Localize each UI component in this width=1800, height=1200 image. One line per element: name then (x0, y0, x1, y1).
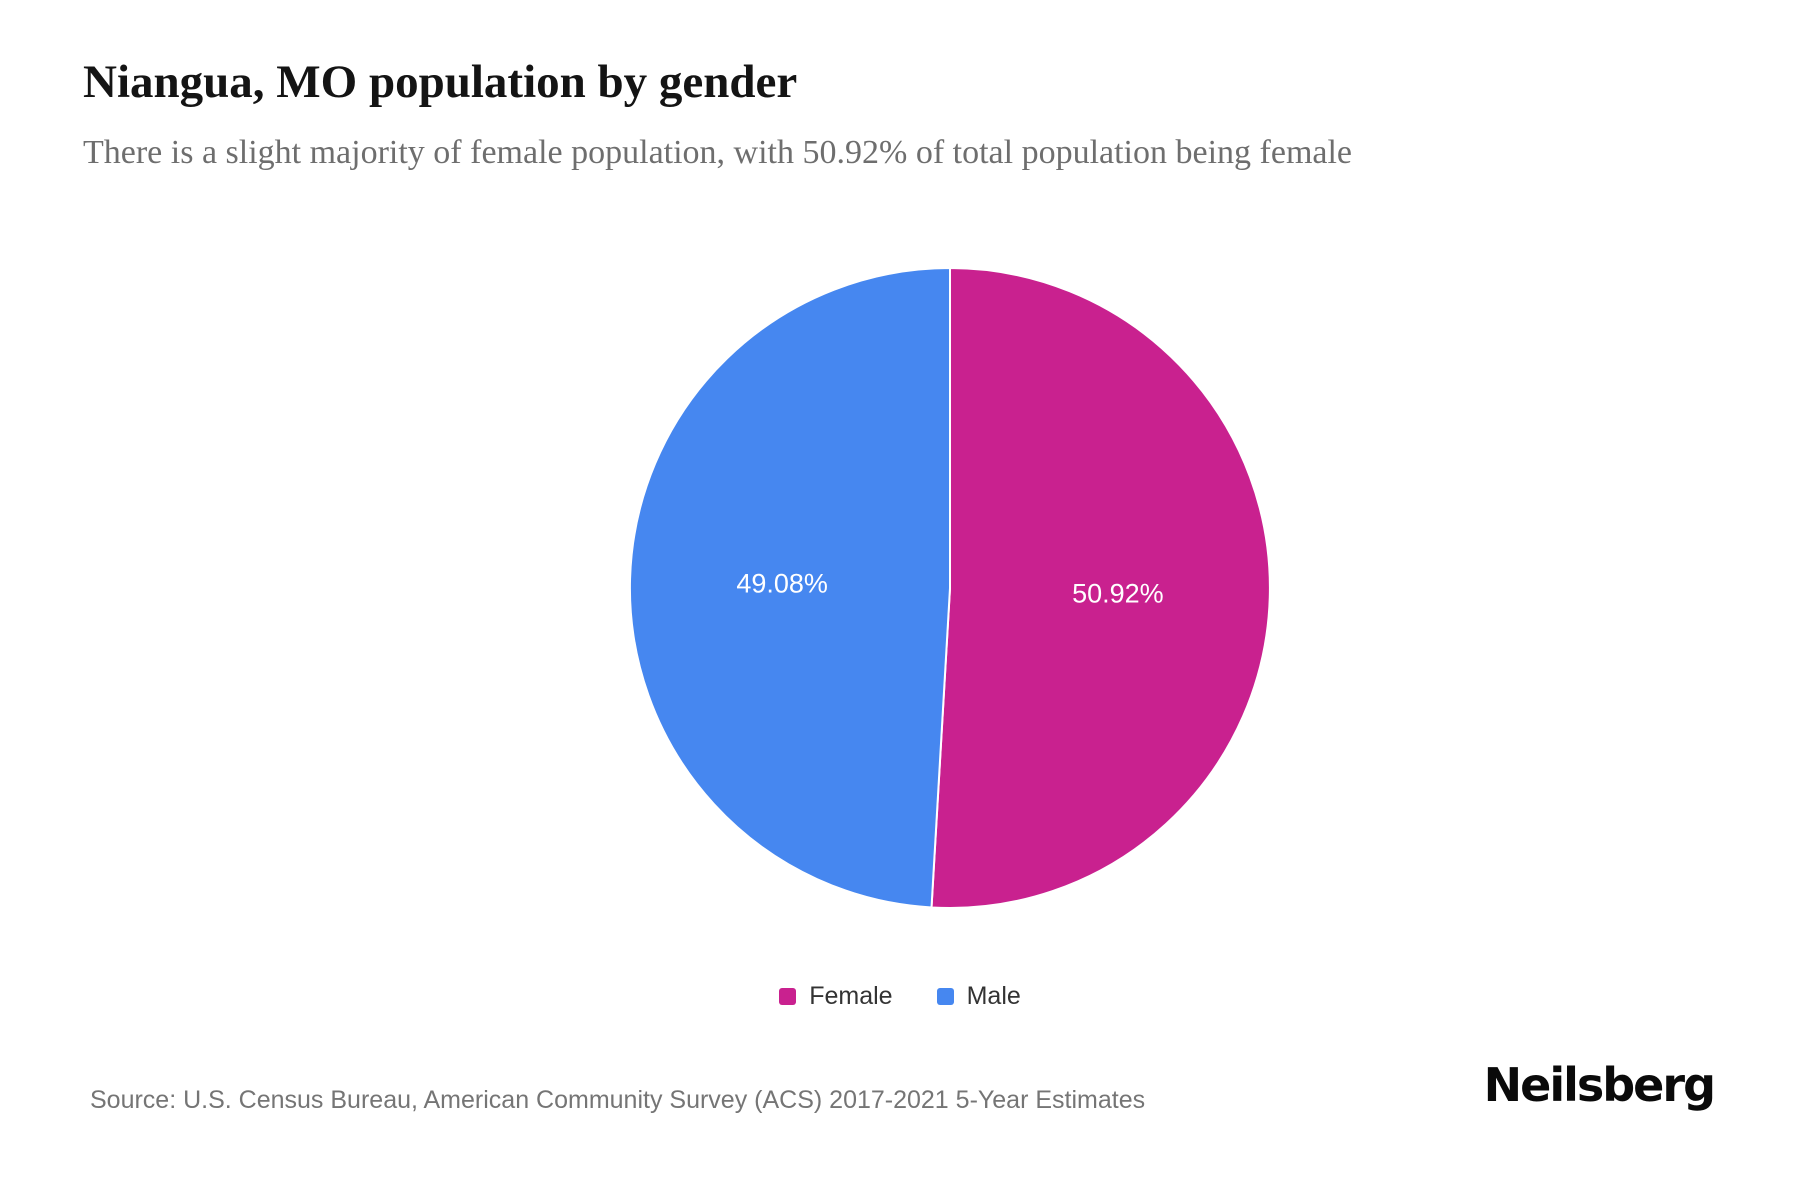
pie-slice-male[interactable] (628, 267, 951, 909)
legend-item-female[interactable]: Female (779, 982, 893, 1011)
pie-chart[interactable]: 50.92% 49.08% (620, 258, 1280, 918)
pie-chart-area: 50.92% 49.08% (620, 258, 1280, 918)
chart-subtitle: There is a slight majority of female pop… (83, 134, 1353, 171)
neilsberg-logo: Neilsberg (1483, 1058, 1716, 1112)
chart-title: Niangua, MO population by gender (83, 56, 798, 108)
legend-swatch-male (936, 988, 954, 1005)
chart-legend: Female Male (0, 982, 1800, 1011)
legend-label-female: Female (809, 982, 893, 1010)
slice-label-female: 50.92% (1072, 578, 1164, 608)
legend-swatch-female (779, 988, 797, 1005)
slice-label-male: 49.08% (736, 569, 828, 599)
legend-label-male: Male (966, 982, 1021, 1010)
legend-item-male[interactable]: Male (936, 982, 1021, 1011)
source-note: Source: U.S. Census Bureau, American Com… (90, 1086, 1146, 1114)
pie-slice-female[interactable] (930, 267, 1271, 909)
